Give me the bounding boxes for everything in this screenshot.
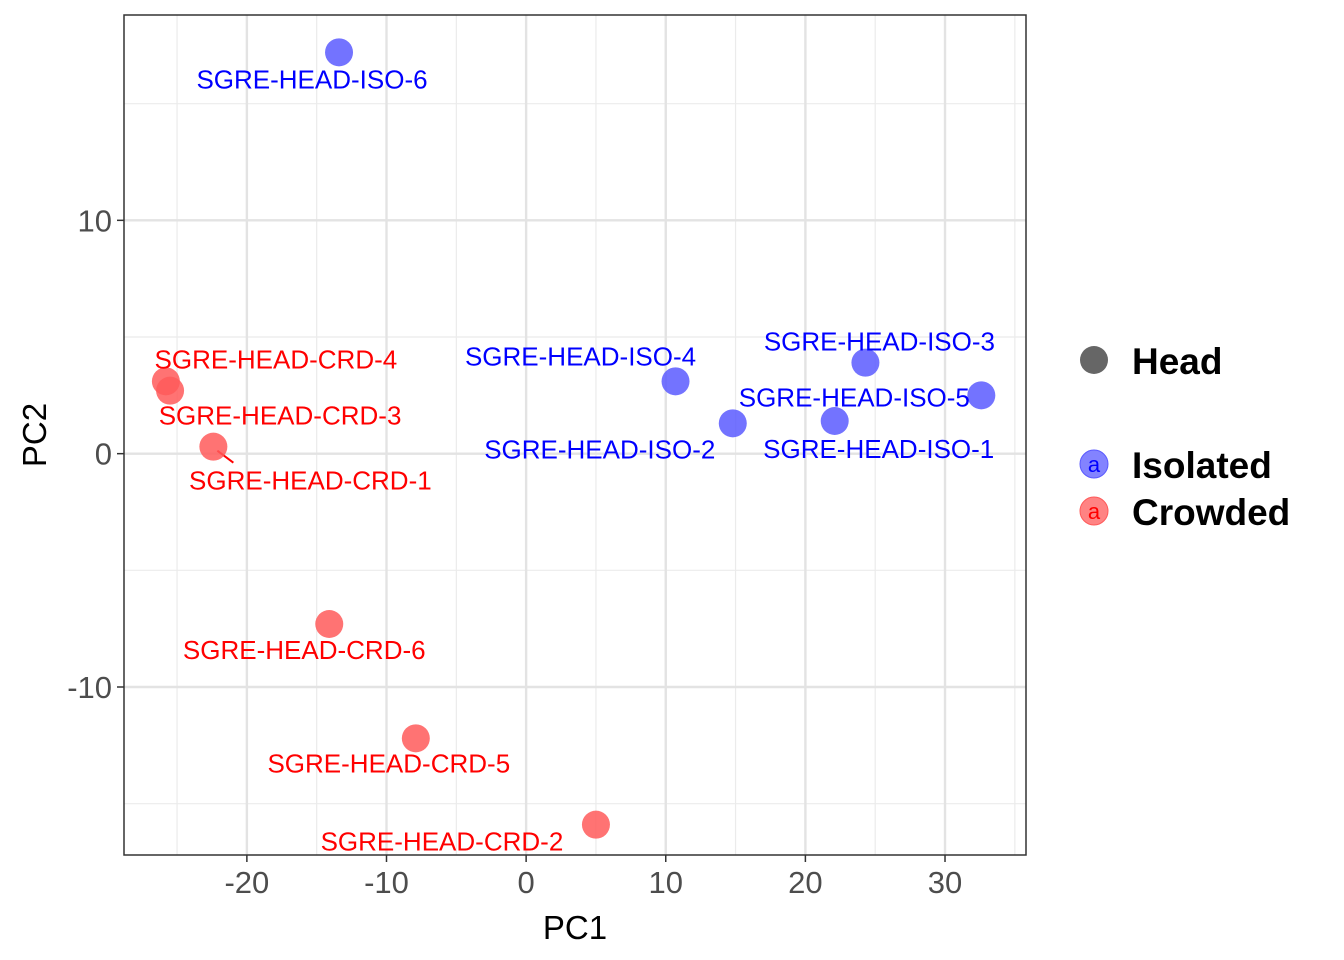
label-sgre-head-iso-3: SGRE-HEAD-ISO-3 xyxy=(764,327,995,357)
x-tick-label: 30 xyxy=(928,865,962,900)
data-points xyxy=(151,38,996,839)
label-sgre-head-iso-5: SGRE-HEAD-ISO-5 xyxy=(739,382,970,412)
legend-key-crowded xyxy=(1079,496,1109,526)
legend-key-isolated xyxy=(1079,449,1109,479)
legend-shape-key xyxy=(1080,346,1108,374)
legend-key-letter-isolated: a xyxy=(1088,452,1101,477)
x-tick-label: 10 xyxy=(649,865,683,900)
grid-minor xyxy=(124,15,1026,855)
x-tick-label: 0 xyxy=(518,865,535,900)
y-axis-title: PC2 xyxy=(16,403,53,467)
panel-border xyxy=(123,14,1027,856)
x-tick-label: 20 xyxy=(788,865,822,900)
x-axis: -20 -10 0 10 20 30 xyxy=(224,855,962,900)
point-sgre-head-iso-3 xyxy=(851,348,880,377)
label-sgre-head-iso-4: SGRE-HEAD-ISO-4 xyxy=(465,341,696,371)
x-tick-label: -20 xyxy=(224,865,269,900)
point-sgre-head-crd-6 xyxy=(315,610,344,638)
y-tick-label: 10 xyxy=(78,203,112,238)
legend-shape-title: Head xyxy=(1132,341,1222,382)
legend: Head a Isolated a Crowded xyxy=(1079,341,1290,533)
point-sgre-head-iso-6 xyxy=(325,38,354,67)
point-labels: SGRE-HEAD-ISO-1 SGRE-HEAD-ISO-2 SGRE-HEAD-… xyxy=(155,64,995,856)
x-tick-label: -10 xyxy=(364,865,409,900)
point-sgre-head-iso-1 xyxy=(820,407,849,435)
label-sgre-head-crd-6: SGRE-HEAD-CRD-6 xyxy=(183,635,426,665)
legend-key-letter-crowded: a xyxy=(1088,499,1101,524)
x-axis-title: PC1 xyxy=(543,909,607,946)
point-sgre-head-crd-5 xyxy=(401,724,430,753)
point-sgre-head-crd-2 xyxy=(581,810,610,839)
y-axis: -10 0 10 xyxy=(67,203,124,705)
label-sgre-head-crd-3: SGRE-HEAD-CRD-3 xyxy=(159,401,402,431)
y-tick-label: -10 xyxy=(67,670,112,705)
point-sgre-head-crd-4 xyxy=(151,367,180,396)
point-sgre-head-iso-5 xyxy=(967,381,996,410)
label-sgre-head-crd-1: SGRE-HEAD-CRD-1 xyxy=(189,466,432,496)
label-sgre-head-iso-6: SGRE-HEAD-ISO-6 xyxy=(196,64,427,94)
point-sgre-head-crd-1 xyxy=(199,432,228,461)
point-sgre-head-iso-2 xyxy=(718,409,747,438)
legend-label-crowded: Crowded xyxy=(1132,492,1290,533)
label-sgre-head-crd-5: SGRE-HEAD-CRD-5 xyxy=(267,748,510,778)
point-sgre-head-iso-4 xyxy=(661,367,690,396)
label-sgre-head-iso-1: SGRE-HEAD-ISO-1 xyxy=(763,434,994,464)
label-sgre-head-crd-2: SGRE-HEAD-CRD-2 xyxy=(321,827,564,857)
legend-label-isolated: Isolated xyxy=(1132,445,1272,486)
label-sgre-head-crd-4: SGRE-HEAD-CRD-4 xyxy=(155,344,398,374)
grid-major xyxy=(124,15,1026,855)
label-sgre-head-iso-2: SGRE-HEAD-ISO-2 xyxy=(484,434,715,464)
y-tick-label: 0 xyxy=(95,437,112,472)
